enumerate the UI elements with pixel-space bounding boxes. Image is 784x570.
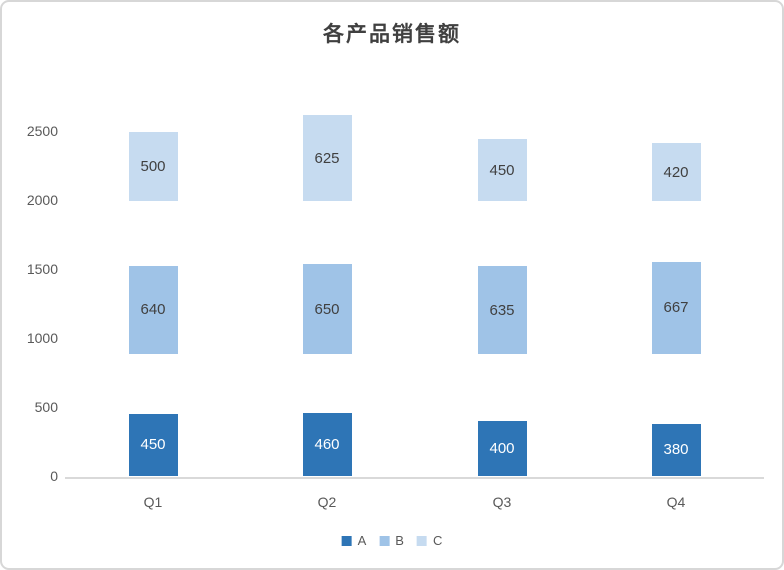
bar-segment-B-Q1: 640	[128, 265, 178, 354]
bar-segment-A-Q4: 380	[651, 423, 701, 476]
y-axis-tick-label: 0	[50, 468, 58, 484]
bar-segment-A-Q3: 400	[477, 420, 527, 476]
bar-value-label: 450	[489, 161, 515, 179]
legend: A B C	[341, 533, 443, 548]
legend-item-A: A	[341, 533, 367, 548]
legend-item-B: B	[379, 533, 404, 548]
bar-segment-A-Q1: 450	[128, 413, 178, 476]
bar-segment-C-Q4: 420	[651, 143, 701, 202]
y-axis-tick-label: 500	[34, 399, 58, 415]
bar-value-label: 450	[140, 436, 166, 454]
bar-value-label: 420	[663, 163, 689, 181]
bar-value-label: 667	[663, 299, 689, 317]
x-axis-label-Q1: Q1	[143, 494, 163, 510]
bar-value-label: 640	[140, 301, 166, 319]
legend-swatch-icon	[416, 535, 427, 546]
x-axis-label-Q4: Q4	[666, 494, 686, 510]
bar-segment-C-Q2: 625	[302, 115, 352, 202]
y-axis-tick-label: 2500	[26, 123, 58, 139]
bar-segment-B-Q3: 635	[477, 266, 527, 354]
y-axis-tick-label: 1000	[26, 330, 58, 346]
legend-item-C: C	[416, 533, 443, 548]
bar-segment-C-Q3: 450	[477, 139, 527, 202]
y-axis-tick-label: 1500	[26, 261, 58, 277]
bar-value-label: 380	[663, 441, 689, 459]
bar-value-label: 400	[489, 439, 515, 457]
x-axis-line	[65, 477, 764, 479]
x-axis-label-Q2: Q2	[317, 494, 337, 510]
bar-value-label: 650	[314, 300, 340, 318]
bar-value-label: 625	[314, 149, 340, 167]
bar-segment-B-Q4: 667	[651, 261, 701, 354]
legend-swatch-icon	[341, 535, 352, 546]
bar-segment-B-Q2: 650	[302, 264, 352, 354]
legend-label: A	[357, 533, 367, 548]
bar-segment-A-Q2: 460	[302, 412, 352, 476]
legend-swatch-icon	[379, 535, 390, 546]
x-axis-label-Q3: Q3	[492, 494, 512, 510]
bar-segment-C-Q1: 500	[128, 132, 178, 202]
y-axis-tick-label: 2000	[26, 192, 58, 208]
legend-label: B	[395, 533, 404, 548]
bar-value-label: 500	[140, 158, 166, 176]
chart-title: 各产品销售额	[323, 23, 461, 46]
bar-value-label: 635	[489, 301, 515, 319]
legend-label: C	[432, 533, 443, 548]
bar-value-label: 460	[314, 435, 340, 453]
